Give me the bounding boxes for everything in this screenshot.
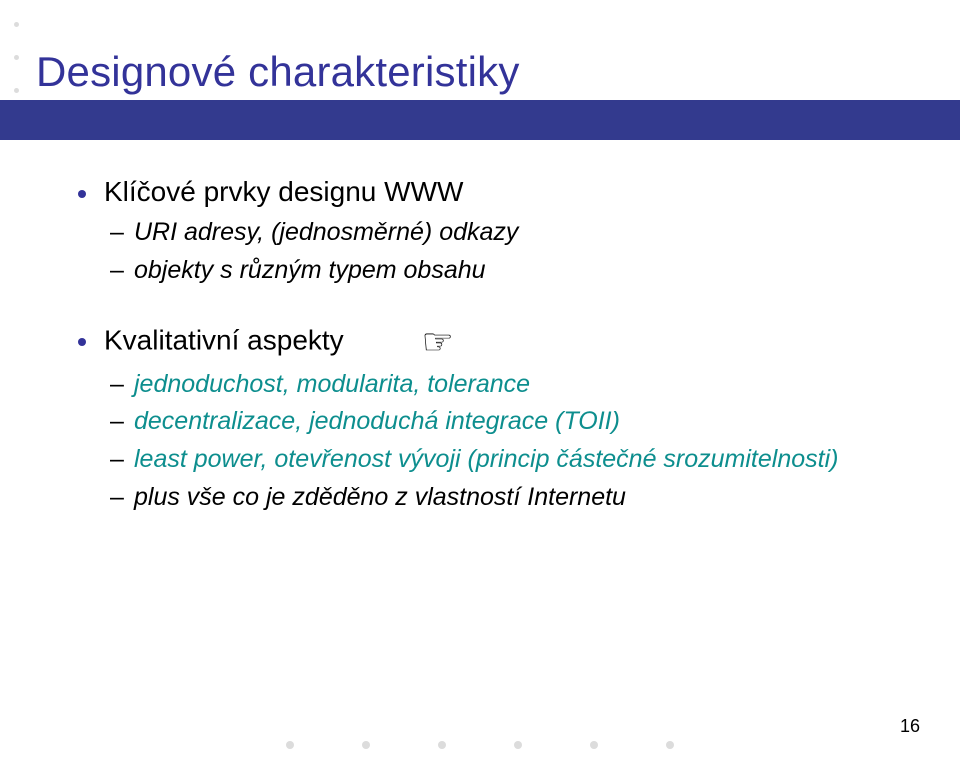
- left-decor-dots: [14, 0, 19, 93]
- sub-text: plus vše co je zděděno z vlastností Inte…: [134, 483, 626, 511]
- sub-text: decentralizace, jednoduchá integrace (TO…: [134, 407, 620, 435]
- bullet-label: Klíčové prvky designu WWW: [104, 176, 463, 207]
- bullet-level2: plus vše co je zděděno z vlastností Inte…: [104, 481, 924, 515]
- content-area: Klíčové prvky designu WWW URI adresy, (j…: [36, 152, 924, 515]
- bullet-level2: least power, otevřenost vývoji (princip …: [104, 443, 924, 477]
- bullet-level2: URI adresy, (jednosměrné) odkazy: [104, 216, 924, 250]
- bullet-level2: jednoduchost, modularita, tolerance: [104, 368, 924, 402]
- slide: Designové charakteristiky Klíčové prvky …: [0, 0, 960, 773]
- bullet-label: Kvalitativní aspekty: [104, 324, 344, 355]
- page-number: 16: [900, 716, 920, 737]
- pointing-hand-icon: ☞: [421, 324, 453, 360]
- footer-decor-dots: [286, 741, 674, 749]
- bullet-level1: Kvalitativní aspekty ☞ jednoduchost, mod…: [78, 324, 924, 515]
- bullet-level1: Klíčové prvky designu WWW URI adresy, (j…: [78, 176, 924, 288]
- title-area: Designové charakteristiky: [36, 48, 924, 96]
- sub-text: objekty s různým typem obsahu: [134, 256, 486, 284]
- sub-text: jednoduchost, modularita, tolerance: [134, 370, 530, 398]
- sub-text: least power, otevřenost vývoji (princip …: [134, 445, 838, 473]
- slide-title: Designové charakteristiky: [36, 48, 924, 96]
- title-bar: [0, 100, 960, 140]
- sub-text: URI adresy, (jednosměrné) odkazy: [134, 218, 518, 246]
- bullet-level2: decentralizace, jednoduchá integrace (TO…: [104, 405, 924, 439]
- bullet-level2: objekty s různým typem obsahu: [104, 254, 924, 288]
